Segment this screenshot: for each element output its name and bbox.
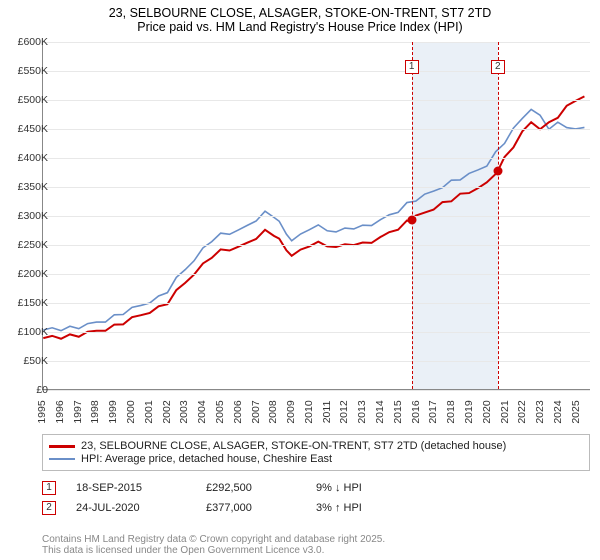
x-axis-label: 2010 xyxy=(303,400,315,423)
y-axis-label: £350K xyxy=(4,181,48,193)
x-axis-label: 1995 xyxy=(36,400,48,423)
sale-marker-box: 2 xyxy=(42,501,56,515)
legend-swatch xyxy=(49,445,75,448)
sale-dot xyxy=(407,216,416,225)
legend-item: 23, SELBOURNE CLOSE, ALSAGER, STOKE-ON-T… xyxy=(49,440,583,452)
x-axis-label: 2014 xyxy=(374,400,386,423)
x-axis-label: 2023 xyxy=(534,400,546,423)
y-axis-label: £500K xyxy=(4,94,48,106)
x-axis-label: 2021 xyxy=(499,400,511,423)
chart-marker-box: 1 xyxy=(405,60,419,74)
x-axis-label: 2012 xyxy=(338,400,350,423)
sale-date: 24-JUL-2020 xyxy=(76,502,186,514)
footer-line2: This data is licensed under the Open Gov… xyxy=(42,545,385,556)
title-block: 23, SELBOURNE CLOSE, ALSAGER, STOKE-ON-T… xyxy=(0,0,600,36)
x-axis-label: 2024 xyxy=(552,400,564,423)
sale-price: £377,000 xyxy=(206,502,296,514)
y-axis-label: £50K xyxy=(4,355,48,367)
legend-swatch xyxy=(49,458,75,460)
x-axis-label: 2013 xyxy=(356,400,368,423)
y-axis-label: £300K xyxy=(4,210,48,222)
x-axis-label: 2007 xyxy=(250,400,262,423)
x-axis-label: 1996 xyxy=(54,400,66,423)
legend-label: 23, SELBOURNE CLOSE, ALSAGER, STOKE-ON-T… xyxy=(81,440,506,452)
series-line xyxy=(43,109,584,330)
sale-row: 1 18-SEP-2015 £292,500 9% ↓ HPI xyxy=(42,478,590,498)
sale-price: £292,500 xyxy=(206,482,296,494)
sale-dot xyxy=(493,167,502,176)
x-axis-label: 2018 xyxy=(445,400,457,423)
sale-pct: 9% ↓ HPI xyxy=(316,482,406,494)
y-axis-label: £200K xyxy=(4,268,48,280)
chart-marker-box: 2 xyxy=(491,60,505,74)
legend-item: HPI: Average price, detached house, Ches… xyxy=(49,453,583,465)
chart-container: 23, SELBOURNE CLOSE, ALSAGER, STOKE-ON-T… xyxy=(0,0,600,560)
footer-attribution: Contains HM Land Registry data © Crown c… xyxy=(42,534,385,556)
sales-table: 1 18-SEP-2015 £292,500 9% ↓ HPI 2 24-JUL… xyxy=(42,478,590,518)
x-axis-label: 2002 xyxy=(161,400,173,423)
y-axis-label: £600K xyxy=(4,36,48,48)
x-axis-label: 2001 xyxy=(143,400,155,423)
x-axis-label: 1998 xyxy=(89,400,101,423)
x-axis-label: 2008 xyxy=(267,400,279,423)
sale-date: 18-SEP-2015 xyxy=(76,482,186,494)
title-line1: 23, SELBOURNE CLOSE, ALSAGER, STOKE-ON-T… xyxy=(10,6,590,20)
x-axis-label: 2003 xyxy=(178,400,190,423)
y-axis-label: £250K xyxy=(4,239,48,251)
x-axis-label: 2016 xyxy=(410,400,422,423)
x-axis-label: 2009 xyxy=(285,400,297,423)
x-axis-label: 2004 xyxy=(196,400,208,423)
legend-label: HPI: Average price, detached house, Ches… xyxy=(81,453,332,465)
sale-row: 2 24-JUL-2020 £377,000 3% ↑ HPI xyxy=(42,498,590,518)
sale-pct: 3% ↑ HPI xyxy=(316,502,406,514)
x-axis-label: 2011 xyxy=(321,401,333,424)
sale-marker-box: 1 xyxy=(42,481,56,495)
x-axis-label: 2015 xyxy=(392,400,404,423)
legend-box: 23, SELBOURNE CLOSE, ALSAGER, STOKE-ON-T… xyxy=(42,434,590,471)
x-axis-label: 2022 xyxy=(516,400,528,423)
y-axis-label: £450K xyxy=(4,123,48,135)
y-axis-label: £100K xyxy=(4,326,48,338)
x-axis-label: 2006 xyxy=(232,400,244,423)
x-axis-label: 2017 xyxy=(427,400,439,423)
x-axis-label: 2025 xyxy=(570,400,582,423)
title-line2: Price paid vs. HM Land Registry's House … xyxy=(10,20,590,34)
y-axis-label: £400K xyxy=(4,152,48,164)
x-axis-label: 2020 xyxy=(481,400,493,423)
x-axis-label: 2000 xyxy=(125,400,137,423)
y-axis-label: £0 xyxy=(4,384,48,396)
x-axis-label: 1997 xyxy=(72,400,84,423)
x-axis-label: 1999 xyxy=(107,400,119,423)
x-axis-label: 2019 xyxy=(463,400,475,423)
footer-line1: Contains HM Land Registry data © Crown c… xyxy=(42,534,385,545)
y-axis-label: £150K xyxy=(4,297,48,309)
x-axis-label: 2005 xyxy=(214,400,226,423)
chart-plot-area: 12 xyxy=(42,42,590,390)
y-axis-label: £550K xyxy=(4,65,48,77)
